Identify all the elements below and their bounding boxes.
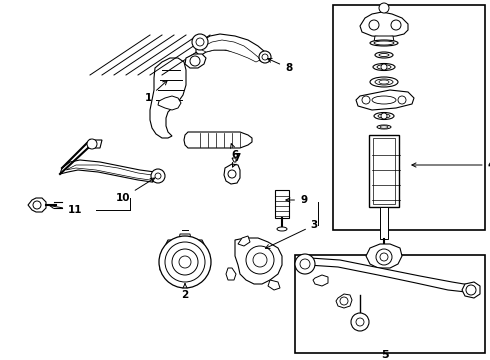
- Ellipse shape: [379, 54, 389, 57]
- Polygon shape: [336, 294, 352, 308]
- Polygon shape: [313, 275, 328, 286]
- Text: 5: 5: [381, 350, 389, 360]
- Circle shape: [172, 249, 198, 275]
- Circle shape: [151, 169, 165, 183]
- Text: 9: 9: [286, 195, 307, 205]
- Polygon shape: [28, 198, 46, 212]
- Polygon shape: [226, 268, 236, 280]
- Polygon shape: [366, 244, 402, 268]
- Circle shape: [300, 259, 310, 269]
- Ellipse shape: [380, 126, 388, 128]
- Polygon shape: [235, 238, 282, 284]
- Bar: [380, 207, 388, 239]
- Bar: [295, 255, 485, 353]
- Circle shape: [196, 38, 204, 46]
- Polygon shape: [360, 12, 408, 37]
- Polygon shape: [374, 36, 394, 42]
- Circle shape: [179, 256, 191, 268]
- Circle shape: [391, 20, 401, 30]
- Circle shape: [159, 236, 211, 288]
- Bar: [373, 138, 395, 204]
- Circle shape: [192, 34, 208, 50]
- Ellipse shape: [372, 96, 396, 104]
- Circle shape: [398, 96, 406, 104]
- Ellipse shape: [374, 41, 394, 45]
- Circle shape: [351, 313, 369, 331]
- Circle shape: [381, 113, 387, 119]
- Circle shape: [253, 253, 267, 267]
- Polygon shape: [268, 280, 280, 290]
- Ellipse shape: [277, 227, 287, 231]
- Text: 6: 6: [231, 144, 239, 160]
- Polygon shape: [232, 158, 236, 162]
- Polygon shape: [66, 165, 156, 180]
- Circle shape: [259, 51, 271, 63]
- Circle shape: [262, 54, 268, 60]
- Circle shape: [362, 96, 370, 104]
- Text: 8: 8: [268, 58, 292, 73]
- Circle shape: [246, 246, 274, 274]
- Polygon shape: [300, 258, 472, 292]
- Circle shape: [376, 249, 392, 265]
- Text: 1: 1: [145, 81, 167, 103]
- Circle shape: [356, 318, 364, 326]
- Polygon shape: [185, 54, 206, 68]
- Text: 4: 4: [412, 160, 490, 170]
- Text: 11: 11: [50, 204, 82, 215]
- Text: 10: 10: [116, 178, 155, 203]
- Ellipse shape: [373, 63, 395, 71]
- Circle shape: [379, 3, 389, 13]
- Circle shape: [381, 64, 387, 70]
- Polygon shape: [158, 96, 181, 110]
- Polygon shape: [196, 252, 210, 272]
- Text: 7: 7: [232, 153, 241, 167]
- Circle shape: [155, 173, 161, 179]
- Text: 3: 3: [266, 220, 318, 248]
- Polygon shape: [88, 140, 102, 148]
- Circle shape: [190, 56, 200, 66]
- Circle shape: [165, 242, 205, 282]
- Polygon shape: [166, 240, 204, 252]
- Ellipse shape: [375, 79, 393, 85]
- Ellipse shape: [370, 40, 398, 46]
- Ellipse shape: [375, 52, 393, 58]
- Polygon shape: [462, 282, 480, 298]
- Text: 2: 2: [181, 284, 189, 300]
- Polygon shape: [179, 234, 191, 240]
- Circle shape: [369, 20, 379, 30]
- Circle shape: [87, 139, 97, 149]
- Polygon shape: [196, 34, 268, 62]
- Ellipse shape: [374, 112, 394, 120]
- Polygon shape: [60, 160, 160, 182]
- Polygon shape: [238, 236, 250, 246]
- Ellipse shape: [379, 80, 389, 84]
- Polygon shape: [202, 40, 260, 62]
- Polygon shape: [150, 58, 186, 138]
- Circle shape: [228, 170, 236, 178]
- Polygon shape: [184, 132, 252, 148]
- Ellipse shape: [378, 114, 390, 118]
- Polygon shape: [224, 164, 240, 184]
- Circle shape: [340, 297, 348, 305]
- Ellipse shape: [377, 65, 391, 69]
- Circle shape: [295, 254, 315, 274]
- Ellipse shape: [370, 77, 398, 87]
- Circle shape: [466, 285, 476, 295]
- Bar: [333, 5, 485, 230]
- Circle shape: [33, 201, 41, 209]
- Polygon shape: [160, 252, 172, 272]
- Circle shape: [380, 253, 388, 261]
- Bar: [369, 135, 399, 207]
- Bar: [275, 190, 289, 218]
- Polygon shape: [356, 90, 414, 110]
- Ellipse shape: [377, 125, 391, 129]
